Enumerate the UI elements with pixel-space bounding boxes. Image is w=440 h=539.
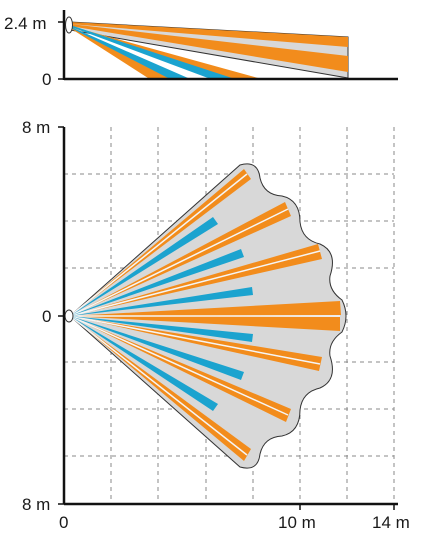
top-x-label-origin: 0 [59, 513, 68, 532]
side-beam-blue [70, 26, 188, 78]
side-y-label-top: 2.4 m [4, 14, 47, 33]
beam-blue [70, 287, 253, 316]
beam-blue [70, 316, 244, 380]
beam-highlights [69, 173, 340, 456]
top-y-label-bottom: 8 m [22, 495, 50, 514]
side-beam-orange [70, 22, 348, 47]
beam-orange [70, 202, 291, 316]
side-beam-orange [70, 24, 348, 72]
top-sensor-icon [64, 309, 74, 323]
beam-orange [70, 316, 340, 331]
side-view: 2.4 m 0 [4, 10, 398, 89]
side-sensor-icon [65, 16, 73, 34]
beam-blue [70, 217, 218, 316]
blue-beams [70, 217, 253, 411]
top-y-label-middle: 0 [42, 307, 51, 326]
beam-blue [70, 316, 218, 411]
beam-orange [70, 301, 341, 316]
beam-blue [70, 249, 244, 316]
top-x-label-end: 14 m [372, 513, 410, 532]
side-beam-orange [70, 26, 258, 78]
top-x-label-mid: 10 m [278, 513, 316, 532]
beam-orange [70, 316, 322, 371]
side-beam-blue [70, 25, 232, 78]
beam-blue [70, 316, 253, 342]
beam-orange [70, 244, 322, 316]
top-y-label-top: 8 m [22, 118, 50, 137]
top-view: 8 m 0 8 m 0 10 m 14 m [22, 118, 410, 532]
beam-orange [70, 316, 291, 422]
side-y-label-bottom: 0 [42, 70, 51, 89]
